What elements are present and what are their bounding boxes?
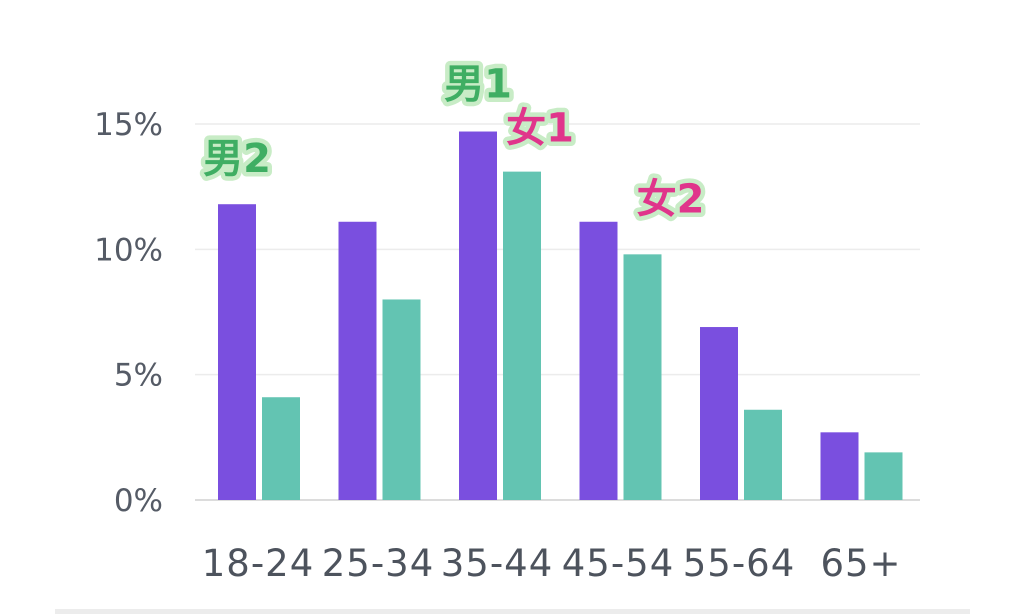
gridlines <box>195 123 920 501</box>
bar-series-1-25-34 <box>338 221 377 500</box>
bar-series-2-65+ <box>864 452 903 500</box>
bar-series-2-45-54 <box>623 254 662 500</box>
bar-series-1-35-44 <box>459 131 497 500</box>
x-tick-label: 35-44 <box>441 542 554 585</box>
x-tick-label: 45-54 <box>562 542 675 585</box>
bar-series-2-18-24 <box>262 397 300 500</box>
bars <box>218 131 903 501</box>
bar-series-1-55-64 <box>700 327 738 500</box>
annotation-label: 女2 <box>637 176 705 222</box>
bar-series-1-65+ <box>820 432 859 500</box>
y-tick-label: 5% <box>114 358 163 394</box>
annotation-label: 男2 <box>203 136 271 182</box>
y-axis: 0% 5% 10% 15% <box>94 107 163 519</box>
bar-series-1-18-24 <box>218 204 256 501</box>
bar-series-2-25-34 <box>382 299 421 500</box>
bar-series-1-45-54 <box>579 221 618 500</box>
bar-series-2-35-44 <box>503 171 541 501</box>
bar-series-2-55-64 <box>744 409 782 500</box>
annotation-label: 女1 <box>506 106 574 152</box>
x-tick-label: 25-34 <box>322 542 435 585</box>
bottom-divider <box>55 609 970 614</box>
x-tick-label: 65+ <box>820 542 901 585</box>
y-tick-label: 0% <box>114 483 163 519</box>
x-tick-label: 55-64 <box>683 542 796 585</box>
y-tick-label: 10% <box>94 232 163 268</box>
y-tick-label: 15% <box>94 107 163 143</box>
x-tick-label: 18-24 <box>202 542 315 585</box>
annotation-label: 男1 <box>444 62 512 108</box>
x-axis: 18-24 25-34 35-44 45-54 55-64 65+ <box>202 542 901 585</box>
